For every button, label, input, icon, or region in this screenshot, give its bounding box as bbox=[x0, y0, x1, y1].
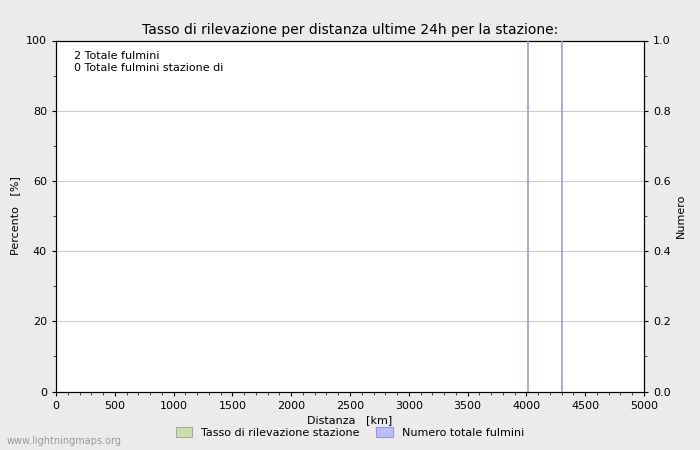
Text: www.lightningmaps.org: www.lightningmaps.org bbox=[7, 436, 122, 446]
Text: 2 Totale fulmini
0 Totale fulmini stazione di: 2 Totale fulmini 0 Totale fulmini stazio… bbox=[74, 51, 223, 72]
Bar bbox=[561, 40, 562, 392]
Bar bbox=[527, 40, 528, 392]
Y-axis label: Numero: Numero bbox=[676, 194, 686, 238]
Legend: Tasso di rilevazione stazione, Numero totale fulmini: Tasso di rilevazione stazione, Numero to… bbox=[172, 423, 528, 442]
Y-axis label: Percento   [%]: Percento [%] bbox=[10, 176, 20, 256]
Title: Tasso di rilevazione per distanza ultime 24h per la stazione:: Tasso di rilevazione per distanza ultime… bbox=[142, 22, 558, 36]
X-axis label: Distanza   [km]: Distanza [km] bbox=[307, 415, 393, 425]
